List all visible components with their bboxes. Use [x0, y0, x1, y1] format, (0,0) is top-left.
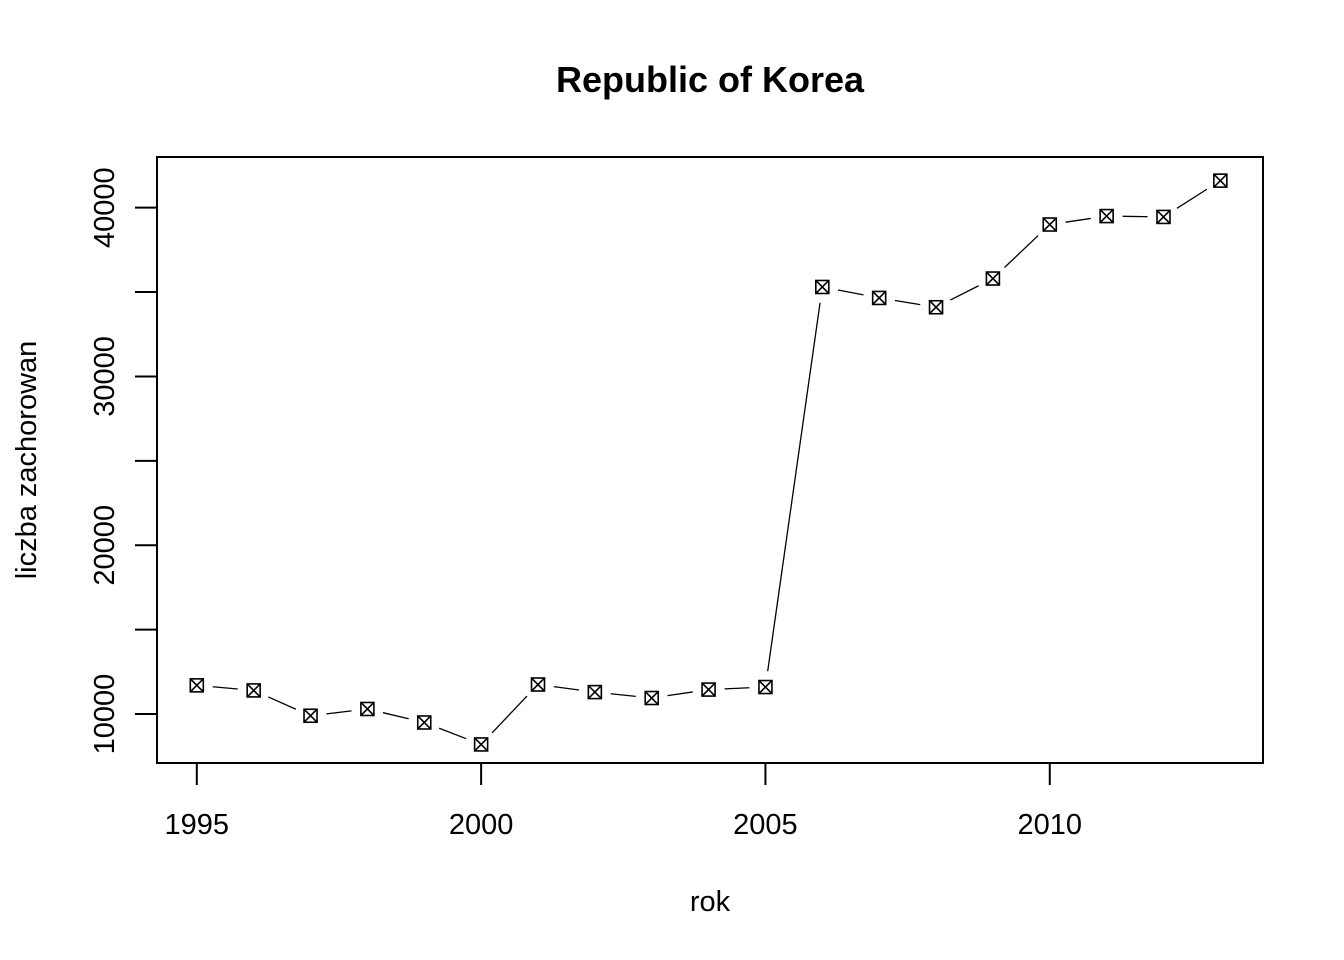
series-line-segment — [837, 289, 864, 296]
data-point — [1099, 208, 1114, 224]
data-point — [815, 279, 830, 295]
data-point — [1213, 173, 1228, 188]
series-line-segment — [382, 712, 409, 720]
y-tick-label: 30000 — [89, 336, 121, 417]
series-line-segment — [667, 691, 693, 697]
data-point — [246, 683, 261, 698]
series-line-segment — [1004, 235, 1039, 268]
data-point — [701, 682, 716, 697]
series-line-segment — [212, 686, 238, 690]
plot-frame — [156, 156, 1264, 764]
series-line-segment — [724, 687, 750, 690]
series-line-segment — [950, 285, 979, 301]
data-series — [189, 173, 1228, 752]
x-tick-label: 2005 — [733, 809, 798, 841]
y-tick-label: 20000 — [89, 505, 121, 586]
x-axis-label: rok — [690, 886, 731, 918]
series-line-segment — [767, 302, 821, 672]
data-point — [189, 678, 205, 693]
data-point — [360, 701, 375, 717]
data-point — [985, 271, 1001, 286]
series-line-segment — [438, 727, 467, 740]
x-tick-label: 1995 — [165, 809, 230, 841]
chart-title: Republic of Korea — [556, 59, 865, 100]
series-line-segment — [553, 685, 580, 691]
x-tick-label: 2010 — [1018, 809, 1083, 841]
x-tick-label: 2000 — [449, 809, 514, 841]
series-line-segment — [268, 696, 297, 710]
data-point — [871, 290, 887, 306]
data-point — [303, 708, 318, 724]
series-line-segment — [1176, 188, 1208, 209]
y-axis-label: liczba zachorowan — [11, 341, 43, 580]
data-point — [473, 737, 489, 752]
data-point — [928, 299, 944, 315]
data-point — [416, 715, 432, 730]
data-point — [1042, 217, 1058, 232]
series-line-segment — [491, 695, 528, 734]
data-point — [530, 677, 546, 692]
data-point — [758, 679, 773, 695]
y-tick-label: 40000 — [89, 167, 121, 248]
x-axis: 1995 2000 2005 2010 — [165, 763, 1082, 841]
y-tick-label: 10000 — [89, 674, 121, 755]
y-axis: 10000 20000 30000 40000 — [89, 167, 157, 754]
data-point — [587, 684, 603, 700]
series-line-segment — [894, 299, 921, 306]
data-point — [1156, 209, 1171, 225]
series-line-segment — [610, 693, 636, 698]
series-line-segment — [1065, 217, 1091, 223]
data-point — [644, 690, 660, 706]
series-line-segment — [326, 710, 352, 715]
